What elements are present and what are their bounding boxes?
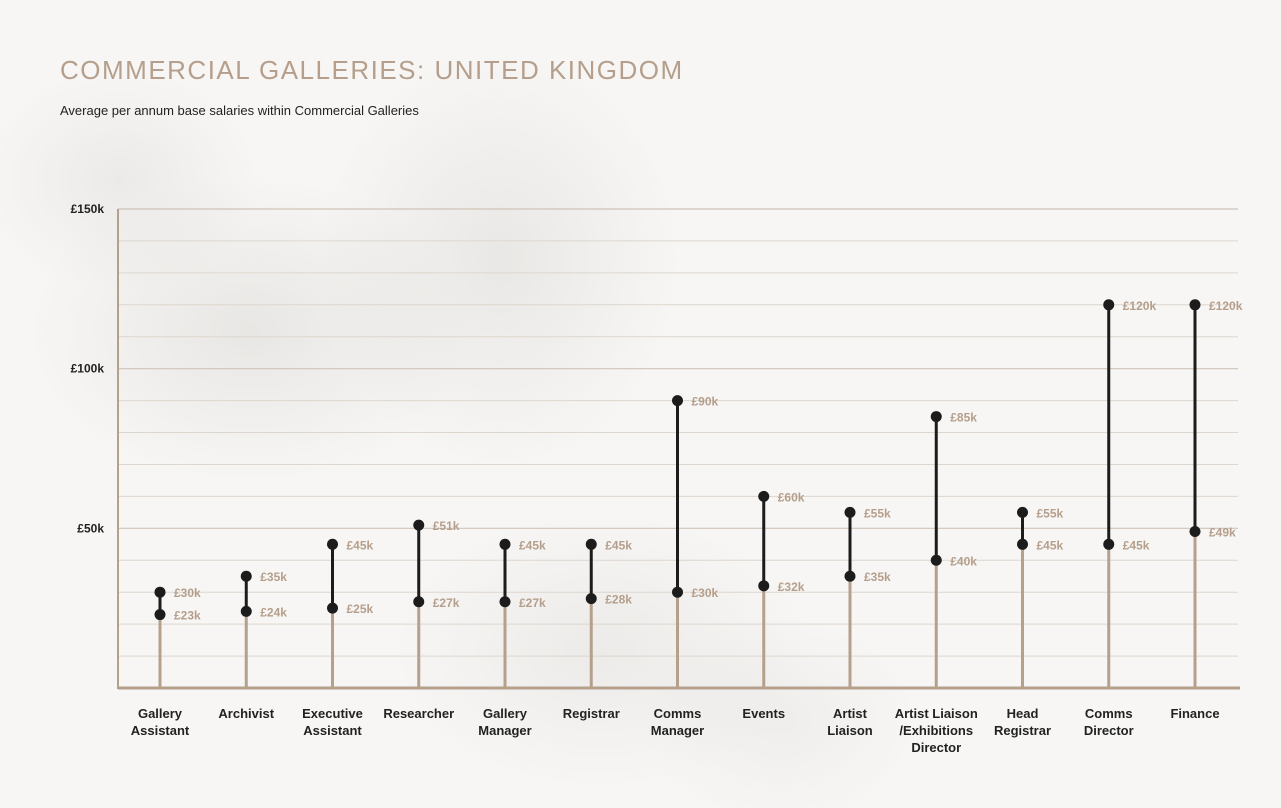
low-point [240, 605, 252, 617]
x-axis-labels: Gallery Assistant Archivist Executive Assist… [131, 706, 1220, 755]
category-label-line: Manager [651, 723, 704, 738]
low-point [672, 586, 683, 598]
high-value-label: £85k [950, 411, 977, 425]
low-value-label: £23k [174, 609, 201, 623]
category-label-line: Comms [654, 706, 702, 721]
category-label: Artist Liaison/Exhibitions Director [895, 706, 978, 755]
stems [158, 531, 1197, 688]
category-label-line: Researcher [383, 706, 454, 721]
high-value-label: £60k [778, 490, 805, 504]
category-label-line: Archivist [218, 706, 274, 721]
high-point [413, 519, 425, 531]
category-label: Comms Director [1084, 706, 1134, 738]
low-value-label: £27k [433, 596, 460, 610]
high-value-label: £120k [1209, 299, 1243, 313]
category-label: Events [742, 706, 785, 721]
high-value-label: £45k [519, 538, 546, 552]
category-label-line: Manager [478, 723, 531, 738]
category-label-line: Liaison [827, 723, 873, 738]
high-point [154, 586, 166, 598]
category-label-line: /Exhibitions [899, 723, 973, 738]
low-point [930, 554, 942, 566]
low-point [758, 580, 770, 592]
high-point [1103, 299, 1115, 311]
low-value-label: £27k [519, 596, 546, 610]
category-label-line: Executive [302, 706, 363, 721]
high-value-label: £45k [347, 538, 374, 552]
category-label: Head Registrar [994, 706, 1051, 738]
category-label-line: Registrar [994, 723, 1051, 738]
low-point [1017, 538, 1028, 550]
low-point [844, 570, 856, 582]
category-label-line: Director [1084, 723, 1134, 738]
low-point [413, 596, 425, 608]
category-label: Archivist [218, 706, 274, 721]
high-point [585, 538, 597, 550]
category-label: Finance [1170, 706, 1219, 721]
y-tick-label: £50k [77, 521, 104, 535]
low-value-label: £49k [1209, 526, 1236, 540]
value-labels: £30k £23k £35k £24k £45k £25k £51k £27k £45k £27k… [174, 299, 1243, 623]
high-value-label: £120k [1123, 299, 1157, 313]
low-value-label: £24k [260, 605, 287, 619]
category-label: Comms Manager [651, 706, 704, 738]
low-value-label: £45k [1123, 538, 1150, 552]
low-value-label: £30k [692, 586, 719, 600]
low-point [499, 596, 511, 608]
low-point [1103, 538, 1115, 550]
high-point [240, 570, 252, 582]
salary-ranges [158, 304, 1197, 615]
category-label: Gallery Manager [478, 706, 531, 738]
low-value-label: £28k [605, 593, 632, 607]
chart-title: COMMERCIAL GALLERIES: UNITED KINGDOM [60, 55, 684, 85]
category-label-line: Director [911, 740, 961, 755]
category-label-line: Artist Liaison [895, 706, 978, 721]
low-point [585, 593, 597, 605]
low-point [327, 602, 338, 614]
category-label-line: Head [1007, 706, 1039, 721]
category-label-line: Artist [833, 706, 868, 721]
high-value-label: £30k [174, 586, 201, 600]
category-label-line: Gallery [483, 706, 528, 721]
category-label-line: Finance [1170, 706, 1219, 721]
high-point [327, 538, 338, 550]
high-value-label: £55k [864, 506, 891, 520]
high-point [844, 506, 856, 518]
high-value-label: £55k [1037, 506, 1064, 520]
y-tick-label: £150k [71, 202, 105, 216]
category-label: Executive Assistant [302, 706, 363, 738]
category-label: Artist Liaison [827, 706, 873, 738]
low-point [1189, 526, 1201, 538]
low-point [154, 609, 166, 621]
low-value-label: £35k [864, 570, 891, 584]
data-points [154, 299, 1201, 621]
high-point [1189, 299, 1201, 311]
high-value-label: £45k [605, 538, 632, 552]
high-point [758, 490, 770, 502]
low-value-label: £45k [1037, 538, 1064, 552]
category-label-line: Events [742, 706, 785, 721]
category-label-line: Registrar [563, 706, 620, 721]
high-value-label: £35k [260, 570, 287, 584]
high-point [672, 395, 683, 407]
high-point [1017, 506, 1028, 518]
low-value-label: £40k [950, 554, 977, 568]
category-label-line: Comms [1085, 706, 1133, 721]
chart-subtitle: Average per annum base salaries within C… [60, 103, 419, 118]
high-value-label: £51k [433, 519, 460, 533]
category-label: Gallery Assistant [131, 706, 190, 738]
category-label-line: Assistant [131, 723, 190, 738]
high-value-label: £90k [692, 395, 719, 409]
low-value-label: £25k [347, 602, 374, 616]
y-tick-label: £100k [71, 362, 105, 376]
high-point [499, 538, 511, 550]
category-label: Registrar [563, 706, 620, 721]
low-value-label: £32k [778, 580, 805, 594]
high-point [930, 411, 942, 423]
category-label-line: Assistant [303, 723, 362, 738]
category-label: Researcher [383, 706, 454, 721]
category-label-line: Gallery [138, 706, 183, 721]
